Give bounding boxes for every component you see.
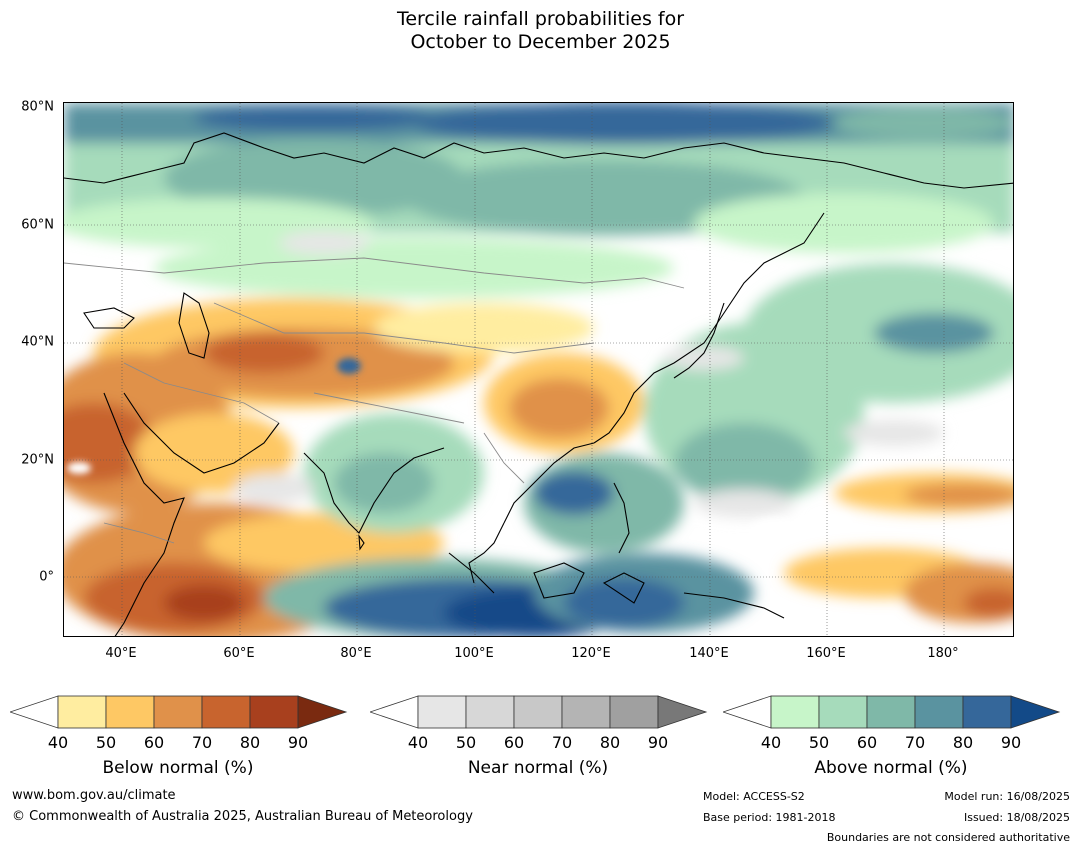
colorbar-below-normal: 40 50 60 70 80 90 Below normal (%) — [10, 692, 350, 782]
colorbar-near-tick: 40 — [407, 733, 429, 752]
country-borders — [64, 257, 685, 544]
model-run-date: Model run: 16/08/2025 — [944, 790, 1070, 803]
colorbar-below-tick: 50 — [95, 733, 117, 752]
colorbar-above-title: Above normal (%) — [814, 758, 968, 778]
colorbar-below-segment-60-70 — [153, 695, 203, 729]
colorbar-near-segment-70-80 — [561, 695, 611, 729]
lat-label-60n: 60°N — [21, 217, 54, 233]
lon-label-40e: 40°E — [105, 646, 137, 661]
probability-shading — [64, 103, 1013, 636]
colorbar-below-segment-40-50 — [57, 695, 107, 729]
title-line-1: Tercile rainfall probabilities for — [396, 8, 685, 30]
colorbar-below-upper-arrow — [297, 695, 348, 729]
colorbar-below-svg — [10, 695, 348, 729]
colorbar-near-tick: 80 — [599, 733, 621, 752]
colorbar-above-segment-50-60 — [818, 695, 868, 729]
map-canvas — [64, 103, 1013, 636]
colorbar-near-title: Near normal (%) — [467, 758, 609, 778]
colorbar-above-tick: 80 — [952, 733, 974, 752]
colorbar-below-segment-50-60 — [105, 695, 155, 729]
colorbar-above-tick: 40 — [760, 733, 782, 752]
colorbar-above-normal: 40 50 60 70 80 90 Above normal (%) — [723, 692, 1063, 782]
base-period: Base period: 1981-2018 — [703, 811, 836, 824]
colorbar-near-tick: 60 — [503, 733, 525, 752]
colorbar-near-lower-arrow — [370, 695, 419, 729]
colorbar-near-tick: 50 — [455, 733, 477, 752]
colorbar-near-segment-50-60 — [465, 695, 515, 729]
colorbar-near-svg — [370, 695, 708, 729]
colorbar-above-segment-70-80 — [914, 695, 964, 729]
model-name: Model: ACCESS-S2 — [703, 790, 805, 803]
colorbar-below-segment-80-90 — [249, 695, 299, 729]
colorbar-above-segment-60-70 — [866, 695, 916, 729]
colorbar-below-tick: 90 — [287, 733, 309, 752]
lat-label-0: 0° — [39, 569, 54, 585]
colorbar-above-lower-arrow — [723, 695, 772, 729]
colorbar-below-tick: 60 — [143, 733, 165, 752]
colorbar-above-tick: 60 — [856, 733, 878, 752]
lat-label-20n: 20°N — [21, 452, 54, 468]
colorbar-above-tick: 70 — [904, 733, 926, 752]
copyright-notice: © Commonwealth of Australia 2025, Austra… — [12, 809, 473, 824]
lat-label-40n: 40°N — [21, 334, 54, 350]
website-link[interactable]: www.bom.gov.au/climate — [12, 788, 176, 803]
colorbar-above-segment-40-50 — [770, 695, 820, 729]
colorbar-below-title: Below normal (%) — [102, 758, 254, 778]
colorbar-below-tick: 70 — [191, 733, 213, 752]
lon-label-120e: 120°E — [571, 646, 611, 661]
colorbar-above-tick: 90 — [1000, 733, 1022, 752]
coastlines — [64, 132, 1013, 636]
issued-date: Issued: 18/08/2025 — [963, 811, 1070, 824]
colorbar-below-tick: 40 — [47, 733, 69, 752]
colorbar-below-lower-arrow — [10, 695, 59, 729]
colorbar-near-segment-60-70 — [513, 695, 563, 729]
colorbar-near-tick: 90 — [647, 733, 669, 752]
colorbar-near-tick: 70 — [551, 733, 573, 752]
colorbar-above-segment-80-90 — [962, 695, 1012, 729]
lat-label-80n: 80°N — [21, 99, 54, 115]
colorbar-below-tick: 80 — [239, 733, 261, 752]
boundaries-disclaimer: Boundaries are not considered authoritat… — [826, 831, 1070, 844]
lon-label-80e: 80°E — [340, 646, 372, 661]
colorbar-near-segment-40-50 — [417, 695, 467, 729]
lon-label-100e: 100°E — [454, 646, 494, 661]
lon-label-60e: 60°E — [223, 646, 255, 661]
map-gridlines — [64, 103, 1013, 636]
colorbar-above-tick: 50 — [808, 733, 830, 752]
title-line-2: October to December 2025 — [410, 31, 671, 53]
colorbar-below-segment-70-80 — [201, 695, 251, 729]
lon-label-160e: 160°E — [806, 646, 846, 661]
lon-label-140e: 140°E — [689, 646, 729, 661]
colorbar-near-segment-80-90 — [609, 695, 659, 729]
colorbar-near-normal: 40 50 60 70 80 90 Near normal (%) — [370, 692, 710, 782]
colorbar-above-upper-arrow — [1010, 695, 1061, 729]
map-title: Tercile rainfall probabilities for Octob… — [0, 8, 1081, 54]
lon-label-180: 180° — [927, 646, 959, 661]
probability-detail — [67, 358, 854, 548]
rainfall-probability-map — [63, 102, 1014, 637]
colorbar-above-svg — [723, 695, 1061, 729]
colorbar-near-upper-arrow — [657, 695, 708, 729]
